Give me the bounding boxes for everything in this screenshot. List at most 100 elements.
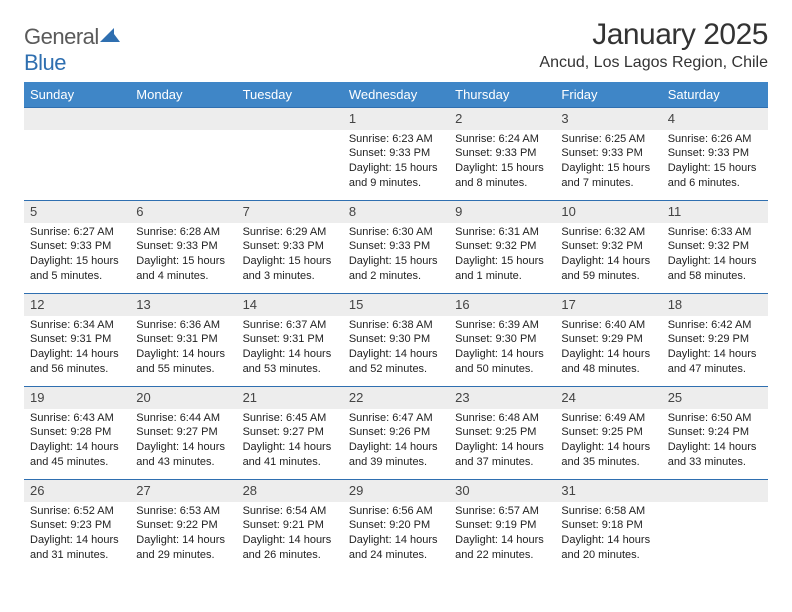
daylight-text: Daylight: 14 hours and 43 minutes.	[136, 440, 230, 470]
day-number: 3	[555, 108, 661, 130]
day-number: 27	[130, 480, 236, 502]
day-number: 23	[449, 387, 555, 409]
day-body: Sunrise: 6:43 AMSunset: 9:28 PMDaylight:…	[24, 409, 130, 476]
day-body: Sunrise: 6:25 AMSunset: 9:33 PMDaylight:…	[555, 130, 661, 197]
daylight-text: Daylight: 15 hours and 9 minutes.	[349, 161, 443, 191]
calendar-day-cell: 6Sunrise: 6:28 AMSunset: 9:33 PMDaylight…	[130, 201, 236, 293]
daylight-text: Daylight: 14 hours and 59 minutes.	[561, 254, 655, 284]
sunrise-text: Sunrise: 6:36 AM	[136, 318, 230, 333]
daylight-text: Daylight: 14 hours and 56 minutes.	[30, 347, 124, 377]
calendar-day-cell: 19Sunrise: 6:43 AMSunset: 9:28 PMDayligh…	[24, 387, 130, 479]
sunrise-text: Sunrise: 6:37 AM	[243, 318, 337, 333]
daylight-text: Daylight: 14 hours and 37 minutes.	[455, 440, 549, 470]
day-number: 30	[449, 480, 555, 502]
day-number: 6	[130, 201, 236, 223]
day-body: Sunrise: 6:52 AMSunset: 9:23 PMDaylight:…	[24, 502, 130, 569]
day-body: Sunrise: 6:54 AMSunset: 9:21 PMDaylight:…	[237, 502, 343, 569]
sunrise-text: Sunrise: 6:27 AM	[30, 225, 124, 240]
weekday-header: Thursday	[449, 82, 555, 107]
day-body: Sunrise: 6:57 AMSunset: 9:19 PMDaylight:…	[449, 502, 555, 569]
sunset-text: Sunset: 9:27 PM	[243, 425, 337, 440]
day-body: Sunrise: 6:45 AMSunset: 9:27 PMDaylight:…	[237, 409, 343, 476]
day-number	[237, 108, 343, 130]
day-body: Sunrise: 6:30 AMSunset: 9:33 PMDaylight:…	[343, 223, 449, 290]
calendar-weeks: 1Sunrise: 6:23 AMSunset: 9:33 PMDaylight…	[24, 107, 768, 572]
calendar-day-cell: 30Sunrise: 6:57 AMSunset: 9:19 PMDayligh…	[449, 480, 555, 572]
day-number: 29	[343, 480, 449, 502]
sunrise-text: Sunrise: 6:29 AM	[243, 225, 337, 240]
sunrise-text: Sunrise: 6:45 AM	[243, 411, 337, 426]
calendar-day-cell: 5Sunrise: 6:27 AMSunset: 9:33 PMDaylight…	[24, 201, 130, 293]
day-body: Sunrise: 6:34 AMSunset: 9:31 PMDaylight:…	[24, 316, 130, 383]
sunrise-text: Sunrise: 6:24 AM	[455, 132, 549, 147]
daylight-text: Daylight: 15 hours and 6 minutes.	[668, 161, 762, 191]
sunset-text: Sunset: 9:33 PM	[349, 146, 443, 161]
sunrise-text: Sunrise: 6:34 AM	[30, 318, 124, 333]
title-block: January 2025 Ancud, Los Lagos Region, Ch…	[539, 18, 768, 72]
sunset-text: Sunset: 9:25 PM	[455, 425, 549, 440]
sunrise-text: Sunrise: 6:23 AM	[349, 132, 443, 147]
sunrise-text: Sunrise: 6:52 AM	[30, 504, 124, 519]
sunrise-text: Sunrise: 6:31 AM	[455, 225, 549, 240]
calendar-day-cell: 22Sunrise: 6:47 AMSunset: 9:26 PMDayligh…	[343, 387, 449, 479]
calendar-day-cell: 16Sunrise: 6:39 AMSunset: 9:30 PMDayligh…	[449, 294, 555, 386]
sunrise-text: Sunrise: 6:57 AM	[455, 504, 549, 519]
sunrise-text: Sunrise: 6:40 AM	[561, 318, 655, 333]
calendar-empty-cell	[130, 108, 236, 200]
day-number: 24	[555, 387, 661, 409]
day-number: 20	[130, 387, 236, 409]
daylight-text: Daylight: 14 hours and 52 minutes.	[349, 347, 443, 377]
day-number: 19	[24, 387, 130, 409]
daylight-text: Daylight: 15 hours and 7 minutes.	[561, 161, 655, 191]
sunset-text: Sunset: 9:22 PM	[136, 518, 230, 533]
calendar-day-cell: 1Sunrise: 6:23 AMSunset: 9:33 PMDaylight…	[343, 108, 449, 200]
daylight-text: Daylight: 14 hours and 48 minutes.	[561, 347, 655, 377]
day-body: Sunrise: 6:23 AMSunset: 9:33 PMDaylight:…	[343, 130, 449, 197]
month-title: January 2025	[539, 18, 768, 52]
sunset-text: Sunset: 9:32 PM	[561, 239, 655, 254]
logo-sail-icon	[100, 24, 120, 50]
day-number: 21	[237, 387, 343, 409]
sunset-text: Sunset: 9:33 PM	[349, 239, 443, 254]
weekday-header: Tuesday	[237, 82, 343, 107]
calendar-day-cell: 25Sunrise: 6:50 AMSunset: 9:24 PMDayligh…	[662, 387, 768, 479]
calendar-empty-cell	[24, 108, 130, 200]
sunset-text: Sunset: 9:29 PM	[561, 332, 655, 347]
calendar-day-cell: 4Sunrise: 6:26 AMSunset: 9:33 PMDaylight…	[662, 108, 768, 200]
day-number: 13	[130, 294, 236, 316]
day-body: Sunrise: 6:36 AMSunset: 9:31 PMDaylight:…	[130, 316, 236, 383]
calendar-day-cell: 24Sunrise: 6:49 AMSunset: 9:25 PMDayligh…	[555, 387, 661, 479]
sunrise-text: Sunrise: 6:43 AM	[30, 411, 124, 426]
day-body: Sunrise: 6:48 AMSunset: 9:25 PMDaylight:…	[449, 409, 555, 476]
sunset-text: Sunset: 9:24 PM	[668, 425, 762, 440]
sunset-text: Sunset: 9:28 PM	[30, 425, 124, 440]
calendar-week-row: 19Sunrise: 6:43 AMSunset: 9:28 PMDayligh…	[24, 386, 768, 479]
day-body: Sunrise: 6:38 AMSunset: 9:30 PMDaylight:…	[343, 316, 449, 383]
daylight-text: Daylight: 14 hours and 45 minutes.	[30, 440, 124, 470]
daylight-text: Daylight: 14 hours and 26 minutes.	[243, 533, 337, 563]
calendar-empty-cell	[237, 108, 343, 200]
daylight-text: Daylight: 14 hours and 29 minutes.	[136, 533, 230, 563]
sunrise-text: Sunrise: 6:50 AM	[668, 411, 762, 426]
day-body: Sunrise: 6:50 AMSunset: 9:24 PMDaylight:…	[662, 409, 768, 476]
day-body: Sunrise: 6:37 AMSunset: 9:31 PMDaylight:…	[237, 316, 343, 383]
calendar-day-cell: 14Sunrise: 6:37 AMSunset: 9:31 PMDayligh…	[237, 294, 343, 386]
daylight-text: Daylight: 15 hours and 3 minutes.	[243, 254, 337, 284]
weekday-header: Monday	[130, 82, 236, 107]
day-body: Sunrise: 6:29 AMSunset: 9:33 PMDaylight:…	[237, 223, 343, 290]
sunset-text: Sunset: 9:23 PM	[30, 518, 124, 533]
sunrise-text: Sunrise: 6:32 AM	[561, 225, 655, 240]
calendar-day-cell: 26Sunrise: 6:52 AMSunset: 9:23 PMDayligh…	[24, 480, 130, 572]
daylight-text: Daylight: 14 hours and 41 minutes.	[243, 440, 337, 470]
calendar-empty-cell	[662, 480, 768, 572]
brand-text-1: General	[24, 24, 99, 49]
day-number	[24, 108, 130, 130]
sunset-text: Sunset: 9:33 PM	[30, 239, 124, 254]
brand-text-2: Blue	[24, 50, 66, 75]
sunrise-text: Sunrise: 6:54 AM	[243, 504, 337, 519]
day-body: Sunrise: 6:42 AMSunset: 9:29 PMDaylight:…	[662, 316, 768, 383]
day-number: 4	[662, 108, 768, 130]
sunrise-text: Sunrise: 6:25 AM	[561, 132, 655, 147]
sunset-text: Sunset: 9:26 PM	[349, 425, 443, 440]
calendar-day-cell: 28Sunrise: 6:54 AMSunset: 9:21 PMDayligh…	[237, 480, 343, 572]
